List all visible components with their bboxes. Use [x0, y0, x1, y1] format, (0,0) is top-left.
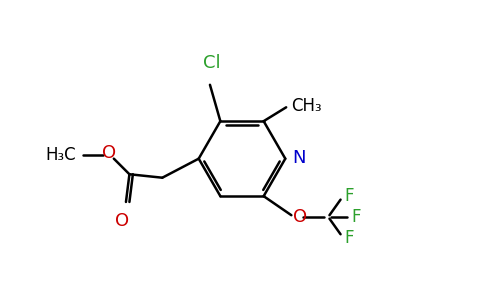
Text: H₃C: H₃C: [45, 146, 76, 164]
Text: N: N: [292, 149, 306, 167]
Text: O: O: [115, 212, 130, 230]
Text: Cl: Cl: [203, 54, 221, 72]
Text: F: F: [344, 187, 353, 205]
Text: F: F: [344, 229, 353, 247]
Text: O: O: [102, 145, 116, 163]
Text: CH₃: CH₃: [291, 97, 322, 115]
Text: F: F: [351, 208, 361, 226]
Text: O: O: [293, 208, 307, 226]
